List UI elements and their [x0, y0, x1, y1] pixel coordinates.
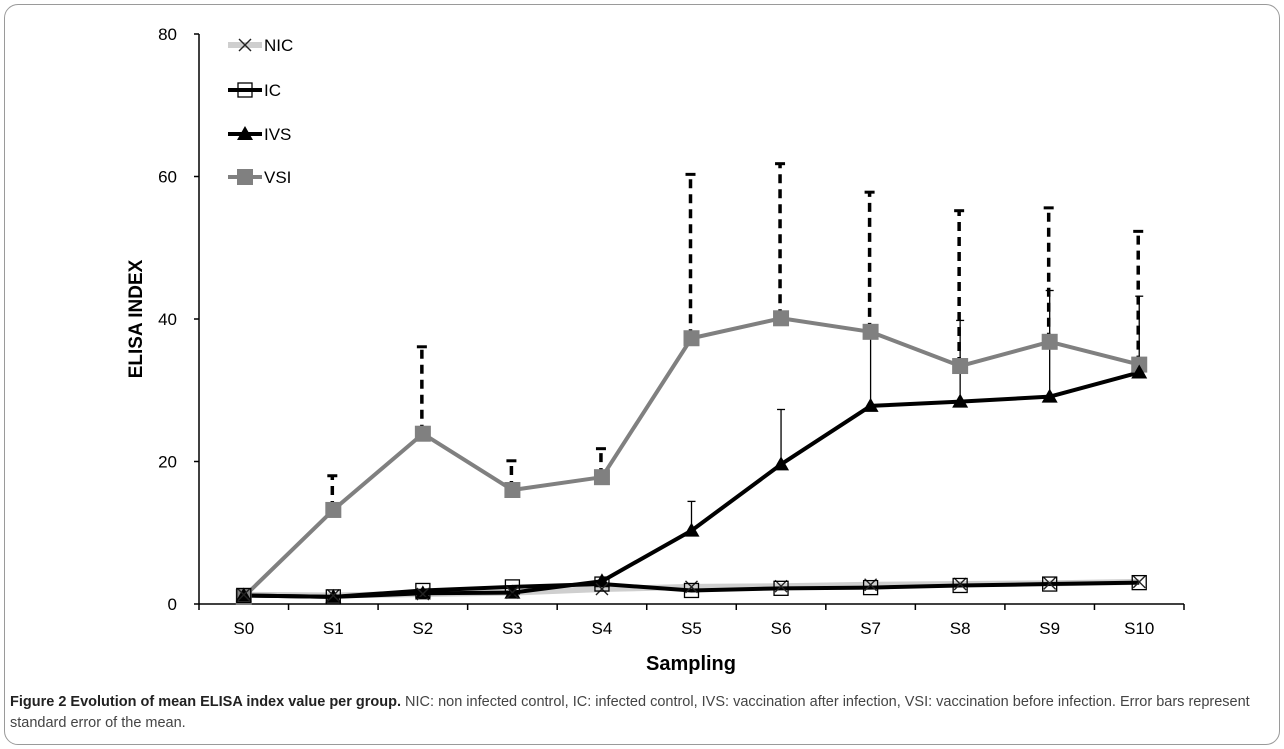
data-point-ic: [1131, 574, 1147, 591]
data-point-nic: [774, 579, 788, 593]
data-point-ic: [236, 587, 252, 604]
x-marker-stroke: [1132, 575, 1146, 589]
data-point-nic: [505, 586, 519, 600]
x-tick-label: S2: [412, 619, 433, 638]
legend-item-nic: NIC: [228, 36, 293, 55]
legend-label: NIC: [264, 36, 293, 55]
data-point-ivs: [1041, 388, 1058, 403]
x-tick-label: S9: [1039, 619, 1060, 638]
x-marker-stroke: [237, 588, 251, 602]
legend-swatch-marker: [238, 38, 252, 52]
x-tick-label: S5: [681, 619, 702, 638]
legend-swatch-marker: [237, 126, 253, 140]
x-tick-label: S3: [502, 619, 523, 638]
caption-text: NIC: non infected control, IC: infected …: [10, 694, 1250, 731]
data-point-ic: [952, 577, 968, 594]
x-marker-stroke: [505, 586, 519, 600]
data-point-vsi: [862, 323, 879, 340]
data-point-ic: [504, 579, 521, 595]
data-point-ivs: [504, 584, 521, 599]
data-point-ivs: [773, 456, 790, 471]
legend-item-vsi: VSI: [228, 168, 291, 187]
data-point-ic: [594, 576, 610, 592]
x-marker-stroke: [595, 582, 609, 596]
x-tick-labels: S0 S1 S2 S3 S4 S5 S6 S7 S8 S9 S10: [233, 619, 1154, 638]
data-point-vsi: [683, 330, 700, 347]
data-point-ic: [683, 582, 700, 599]
y-axis-label: ELISA INDEX: [126, 259, 147, 378]
legend-swatch-marker: [237, 169, 253, 185]
x-tick-label: S7: [860, 619, 881, 638]
figure-caption: Figure 2 Evolution of mean ELISA index v…: [10, 692, 1272, 734]
figure-frame: [4, 4, 1280, 745]
y-tick-label: 0: [168, 595, 177, 614]
data-point-ivs: [414, 585, 431, 600]
x-marker-stroke: [1043, 576, 1057, 590]
legend-item-ivs: IVS: [228, 125, 291, 144]
data-point-vsi: [414, 425, 431, 442]
y-tick-label: 20: [158, 453, 177, 472]
y-tick-label: 80: [158, 25, 177, 44]
data-point-nic: [326, 588, 340, 602]
x-marker-stroke: [238, 38, 252, 52]
data-point-vsi: [325, 501, 342, 518]
data-point-vsi: [773, 310, 790, 327]
data-point-ic: [1042, 576, 1058, 592]
legend: NIC IC IVS VSI: [228, 36, 293, 187]
y-tick-label: 60: [158, 168, 177, 187]
data-point-vsi: [593, 469, 610, 486]
data-point-vsi: [504, 482, 521, 498]
data-point-ic: [773, 580, 789, 596]
legend-swatch-marker: [237, 82, 253, 98]
series-line-vsi: [242, 316, 1140, 599]
x-tick-label: S10: [1124, 619, 1154, 638]
data-point-ivs: [862, 397, 879, 412]
x-tick-label: S1: [323, 619, 344, 638]
series-markers: [235, 310, 1148, 605]
legend-label: IVS: [264, 125, 291, 144]
x-tick-label: S6: [771, 619, 792, 638]
series-line-ivs: [243, 370, 1140, 599]
data-point-ic: [862, 579, 879, 596]
caption-title: Figure 2 Evolution of mean ELISA index v…: [10, 694, 402, 710]
axes: [194, 33, 1185, 610]
data-point-ivs: [683, 522, 700, 537]
x-marker-stroke: [326, 588, 340, 602]
data-point-nic: [595, 582, 609, 596]
legend-label: IC: [264, 81, 281, 100]
data-point-ic: [415, 582, 431, 599]
legend-label: VSI: [264, 168, 291, 187]
x-tick-label: S8: [950, 619, 971, 638]
data-point-ivs: [952, 393, 969, 408]
x-marker-stroke: [953, 577, 967, 591]
y-tick-label: 40: [158, 310, 177, 329]
x-axis-label: Sampling: [646, 653, 736, 675]
data-point-nic: [953, 577, 967, 591]
x-marker-stroke: [774, 579, 788, 593]
x-tick-label: S4: [592, 619, 613, 638]
data-point-ic: [325, 589, 341, 605]
data-point-ivs: [1131, 364, 1148, 379]
y-tick-labels: 0 20 40 60 80: [158, 25, 177, 614]
data-point-nic: [1043, 576, 1057, 590]
data-point-ivs: [593, 573, 610, 588]
error-bars: [327, 162, 1144, 531]
legend-item-ic: IC: [228, 81, 281, 100]
x-tick-label: S0: [233, 619, 254, 638]
series-lines: [242, 316, 1140, 599]
data-point-nic: [237, 588, 251, 602]
data-point-vsi: [1041, 333, 1058, 350]
data-point-vsi: [952, 358, 969, 375]
line-chart: 0 20 40 60 80 S0 S1 S2 S3 S4 S5 S6 S7 S8 S9 S10 ELISA …: [126, 25, 1185, 675]
data-point-nic: [1132, 575, 1146, 589]
